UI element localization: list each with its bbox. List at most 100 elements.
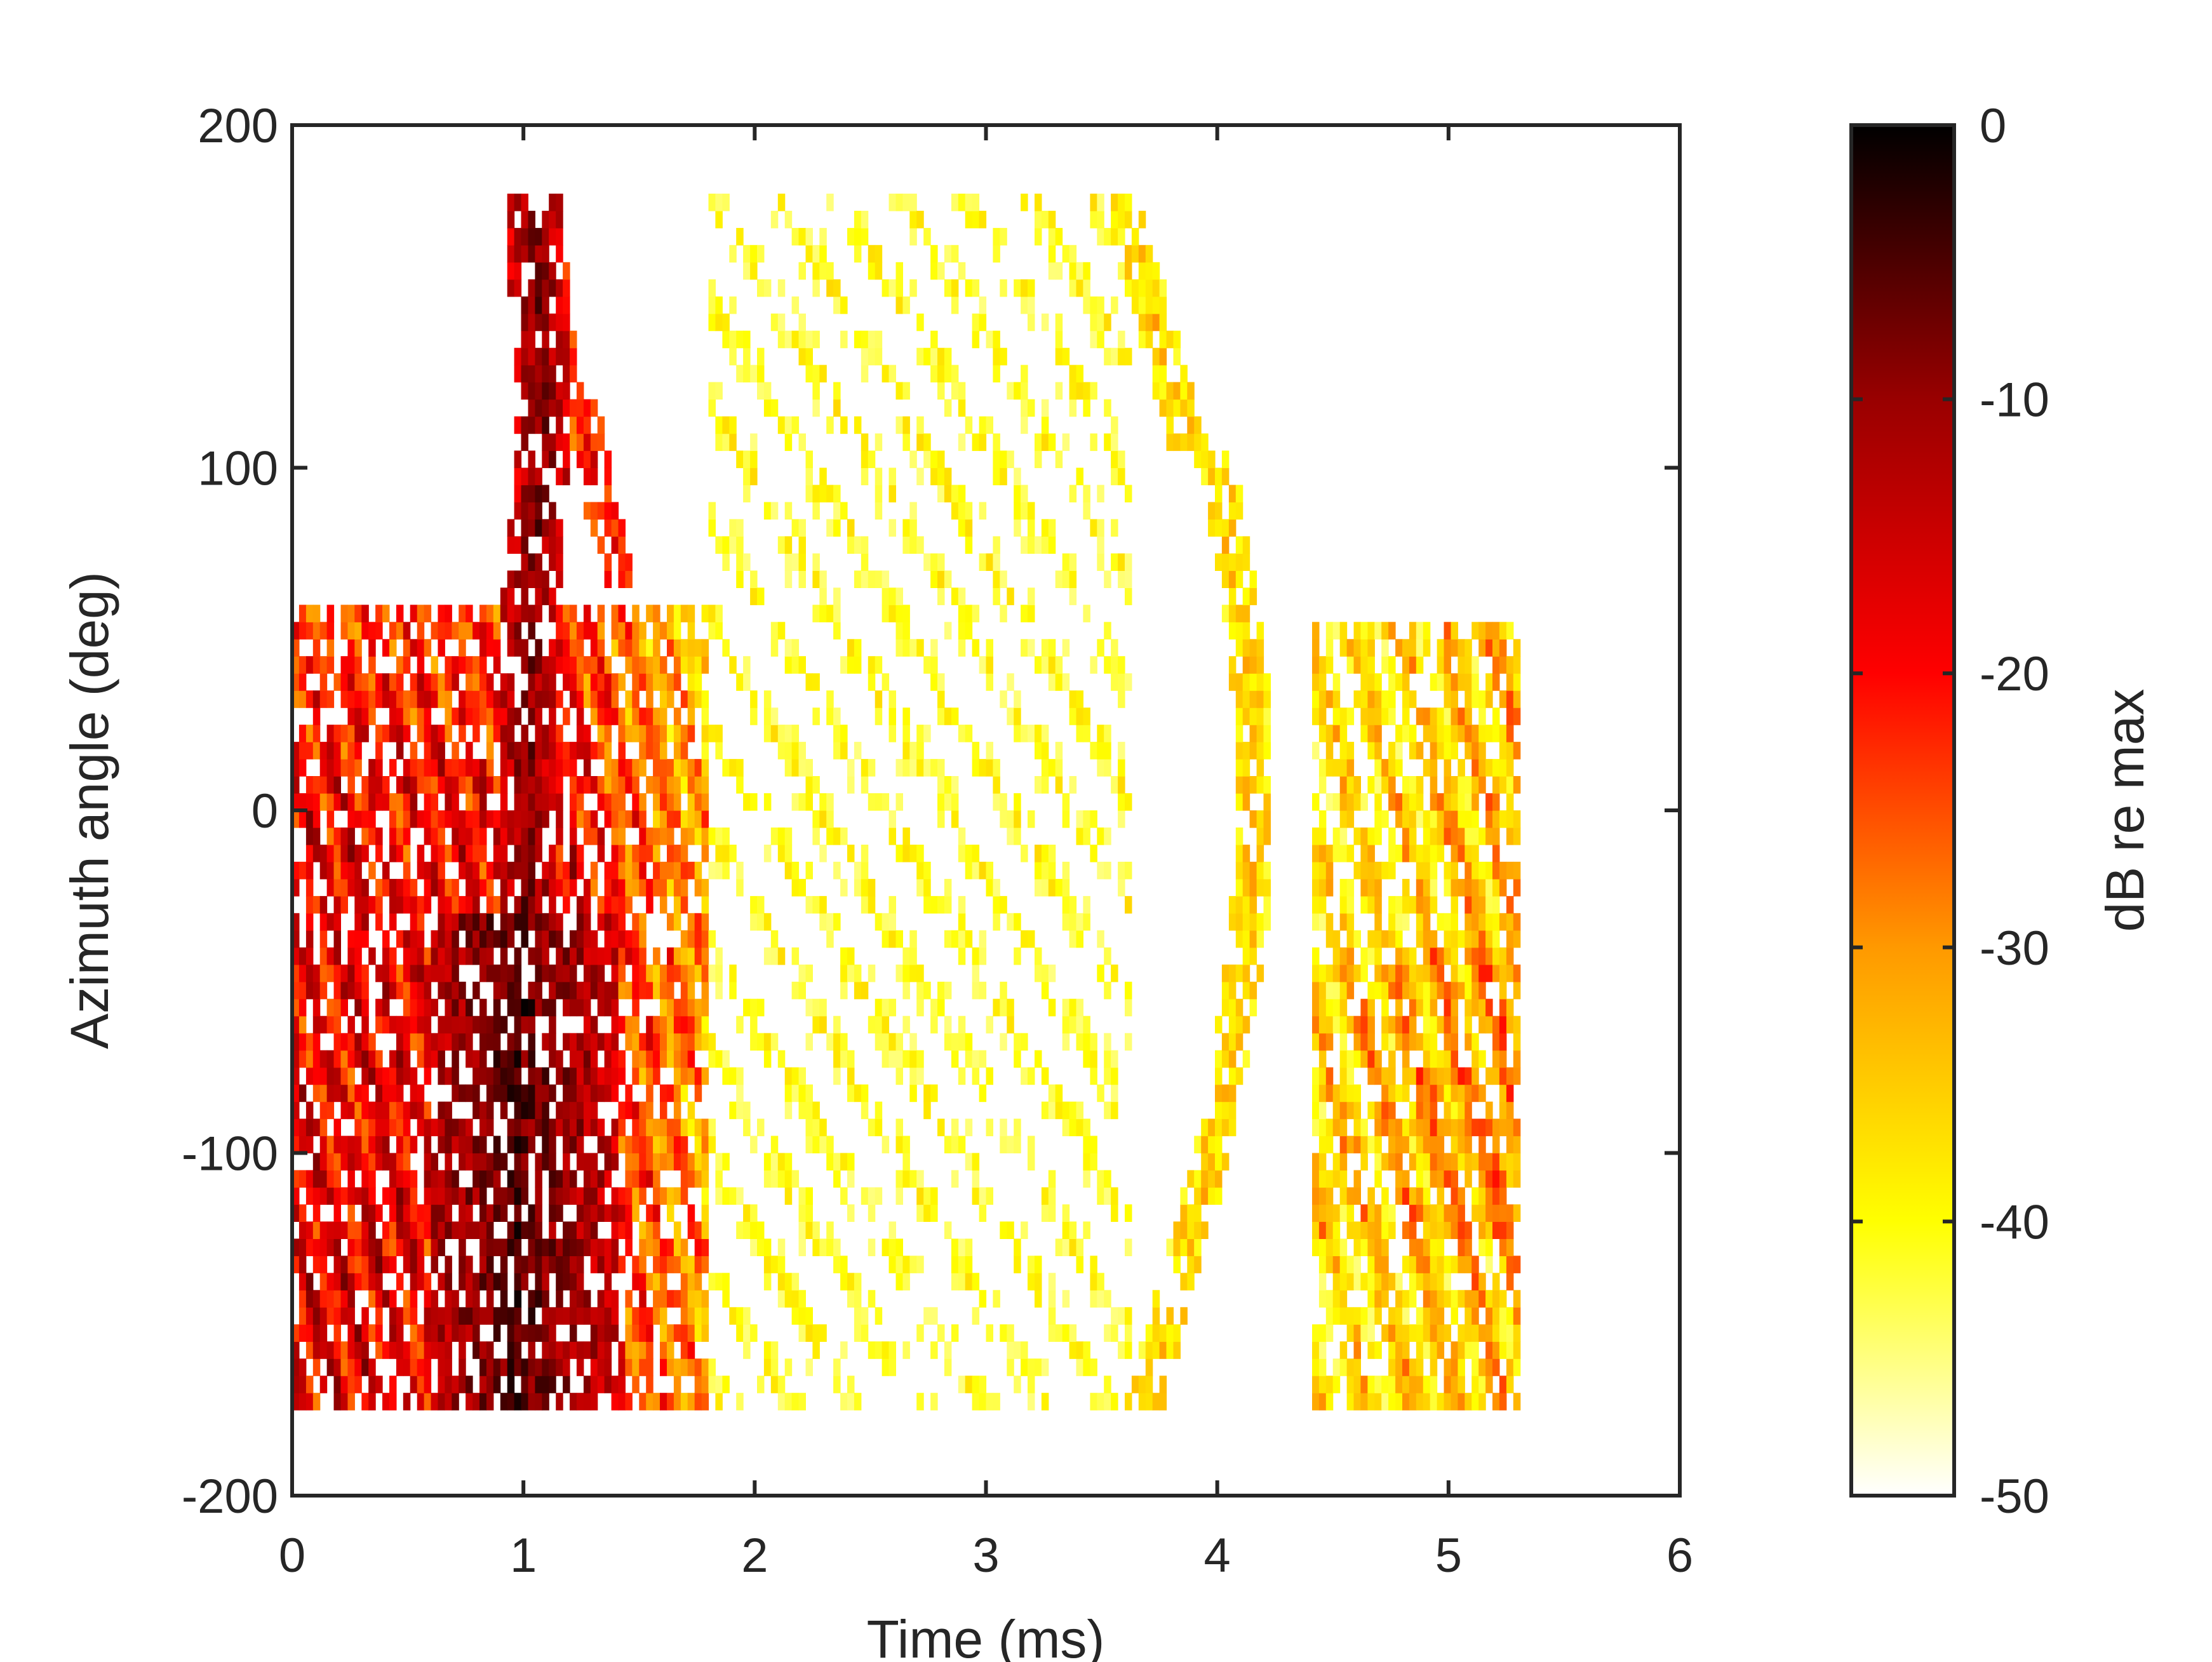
heatmap-cell bbox=[375, 1273, 383, 1290]
heatmap-cell bbox=[1325, 981, 1334, 1000]
heatmap-cell bbox=[930, 759, 938, 777]
heatmap-cell bbox=[618, 964, 626, 982]
heatmap-cell bbox=[895, 1118, 903, 1137]
heatmap-cell bbox=[1159, 1341, 1167, 1359]
heatmap-cell bbox=[466, 913, 473, 931]
heatmap-cell bbox=[715, 1273, 723, 1290]
heatmap-cell bbox=[639, 639, 647, 657]
heatmap-cell bbox=[1076, 828, 1083, 845]
heatmap-cell bbox=[466, 742, 473, 760]
heatmap-cell bbox=[549, 193, 556, 211]
heatmap-cell bbox=[590, 707, 598, 725]
heatmap-cell bbox=[1138, 330, 1146, 349]
heatmap-cell bbox=[375, 1050, 383, 1068]
heatmap-cell bbox=[986, 673, 993, 691]
heatmap-cell bbox=[770, 1256, 779, 1273]
heatmap-cell bbox=[1318, 861, 1327, 880]
heatmap-cell bbox=[333, 1153, 341, 1171]
heatmap-cell bbox=[770, 725, 779, 742]
heatmap-cell bbox=[611, 793, 619, 811]
heatmap-cell bbox=[1402, 947, 1410, 965]
heatmap-cell bbox=[667, 1256, 674, 1273]
heatmap-cell bbox=[777, 622, 786, 640]
heatmap-cell bbox=[479, 947, 487, 965]
heatmap-cell bbox=[1465, 793, 1472, 811]
heatmap-cell bbox=[576, 622, 584, 640]
heatmap-cell bbox=[694, 1324, 702, 1342]
heatmap-cell bbox=[1423, 1393, 1431, 1411]
heatmap-cell bbox=[1485, 828, 1493, 845]
heatmap-cell bbox=[333, 793, 341, 811]
heatmap-cell bbox=[1062, 793, 1070, 811]
heatmap-cell bbox=[1242, 1015, 1250, 1034]
heatmap-cell bbox=[1465, 1393, 1472, 1411]
heatmap-cell bbox=[1381, 1324, 1389, 1342]
heatmap-cell bbox=[1471, 1067, 1479, 1085]
heatmap-cell bbox=[944, 570, 952, 588]
heatmap-cell bbox=[583, 416, 591, 434]
heatmap-cell bbox=[1492, 1067, 1500, 1085]
heatmap-cell bbox=[459, 1238, 466, 1256]
heatmap-cell bbox=[576, 450, 584, 469]
heatmap-cell bbox=[965, 861, 973, 880]
heatmap-cell bbox=[319, 1118, 328, 1137]
heatmap-cell bbox=[965, 502, 973, 520]
heatmap-cell bbox=[1035, 947, 1042, 965]
heatmap-cell bbox=[1395, 1393, 1403, 1411]
heatmap-cell bbox=[1444, 1256, 1451, 1273]
heatmap-cell bbox=[1430, 964, 1438, 982]
heatmap-cell bbox=[805, 347, 813, 366]
heatmap-cell bbox=[639, 656, 647, 674]
heatmap-cell bbox=[466, 1290, 473, 1308]
heatmap-cell bbox=[340, 845, 348, 862]
heatmap-cell bbox=[1367, 1393, 1375, 1411]
heatmap-cell bbox=[1318, 1067, 1327, 1085]
heatmap-cell bbox=[1312, 1341, 1320, 1359]
heatmap-cell bbox=[535, 742, 542, 760]
heatmap-cell bbox=[570, 639, 577, 657]
heatmap-cell bbox=[375, 878, 383, 897]
heatmap-cell bbox=[937, 467, 945, 486]
heatmap-cell bbox=[1180, 1273, 1188, 1290]
heatmap-cell bbox=[646, 1273, 654, 1290]
heatmap-cell bbox=[604, 450, 612, 469]
heatmap-cell bbox=[1353, 622, 1361, 640]
heatmap-cell bbox=[1055, 776, 1063, 794]
heatmap-cell bbox=[542, 1341, 549, 1359]
heatmap-cell bbox=[1353, 1221, 1361, 1239]
heatmap-cell bbox=[667, 673, 674, 691]
heatmap-cell bbox=[1325, 1307, 1334, 1325]
heatmap-cell bbox=[763, 1050, 772, 1068]
heatmap-cell bbox=[528, 1376, 535, 1393]
heatmap-cell bbox=[1318, 1050, 1327, 1068]
heatmap-cell bbox=[916, 1204, 924, 1222]
heatmap-cell bbox=[951, 245, 959, 263]
heatmap-cell bbox=[909, 279, 917, 297]
heatmap-cell bbox=[521, 793, 528, 811]
heatmap-cell bbox=[923, 1187, 931, 1205]
heatmap-cell bbox=[452, 1324, 459, 1342]
heatmap-cell bbox=[1485, 1221, 1493, 1239]
heatmap-cell bbox=[1374, 1376, 1382, 1393]
heatmap-cell bbox=[1152, 347, 1160, 366]
heatmap-cell bbox=[1430, 1290, 1438, 1308]
heatmap-cell bbox=[514, 622, 522, 640]
heatmap-cell bbox=[452, 878, 459, 897]
heatmap-cell bbox=[1437, 810, 1445, 828]
heatmap-cell bbox=[1416, 1273, 1424, 1290]
heatmap-cell bbox=[431, 725, 438, 742]
heatmap-cell bbox=[1339, 1136, 1348, 1154]
heatmap-cell bbox=[563, 1307, 570, 1325]
heatmap-cell bbox=[1000, 1033, 1007, 1051]
heatmap-cell bbox=[1021, 605, 1028, 622]
heatmap-cell bbox=[549, 1238, 556, 1256]
heatmap-cell bbox=[1180, 399, 1188, 417]
heatmap-cell bbox=[861, 347, 869, 366]
heatmap-cell bbox=[1048, 536, 1056, 554]
heatmap-cell bbox=[1312, 981, 1320, 1000]
heatmap-cell bbox=[431, 1238, 438, 1256]
heatmap-cell bbox=[1173, 1324, 1181, 1342]
heatmap-cell bbox=[438, 930, 445, 948]
heatmap-cell bbox=[1249, 947, 1257, 965]
heatmap-cell bbox=[514, 467, 522, 486]
